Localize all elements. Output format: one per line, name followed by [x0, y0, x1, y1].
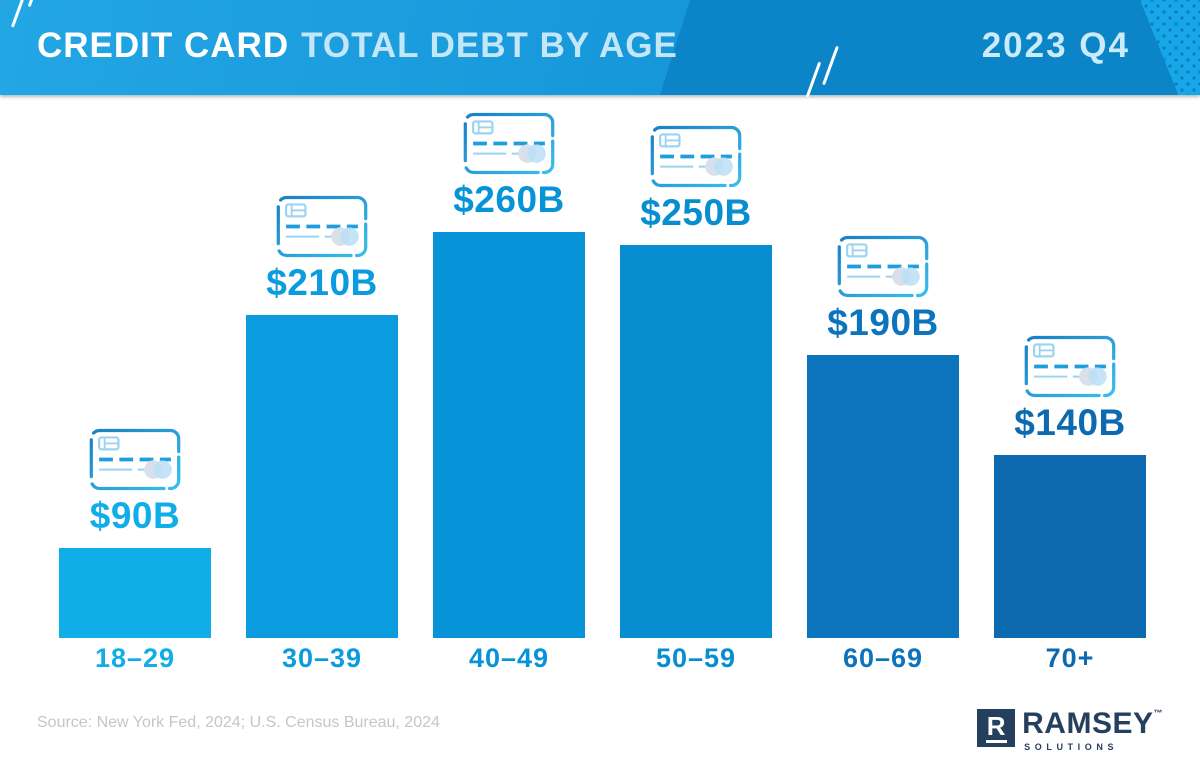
credit-card-icon: [1024, 335, 1116, 398]
logo-name-text: RAMSEY: [1022, 707, 1154, 740]
bar: [994, 455, 1146, 638]
value-label: $90B: [89, 495, 181, 536]
bar: [59, 548, 211, 638]
value-label: $260B: [453, 179, 565, 220]
period-label: 2023 Q4: [981, 26, 1130, 65]
header-diagonal-band: [660, 0, 1179, 95]
bar-column: $90B: [59, 428, 211, 638]
title-primary: CREDIT CARD: [37, 26, 290, 65]
ramsey-solutions-logo: R RAMSEY™ SOLUTIONS: [977, 709, 1163, 752]
credit-card-icon: [89, 428, 181, 491]
logo-name: RAMSEY™: [1022, 709, 1163, 739]
logo-letter: R: [985, 711, 1007, 743]
x-axis-label: 40–49: [468, 643, 550, 673]
bar-column: $140B: [994, 335, 1146, 638]
credit-card-icon: [837, 235, 929, 298]
credit-card-icon: [276, 195, 368, 258]
source-citation: Source: New York Fed, 2024; U.S. Census …: [37, 714, 440, 731]
slash-decoration: [27, 0, 36, 8]
credit-card-icon: [463, 112, 555, 175]
x-axis-label: 18–29: [94, 643, 176, 673]
value-label: $140B: [1014, 402, 1126, 443]
header-banner: CREDIT CARD TOTAL DEBT BY AGE 2023 Q4: [0, 0, 1200, 98]
bar-column: $260B: [433, 112, 585, 638]
logo-text: RAMSEY™ SOLUTIONS: [1022, 709, 1163, 753]
bar-column: $250B: [620, 125, 772, 638]
bar: [246, 315, 398, 638]
bar-column: $210B: [246, 195, 398, 638]
x-axis-label: 60–69: [842, 643, 924, 673]
value-label: $250B: [640, 192, 752, 233]
x-axis-label: 70+: [1045, 643, 1095, 673]
bar: [433, 232, 585, 638]
ramsey-logo-mark: R: [977, 709, 1016, 747]
bar: [807, 355, 959, 638]
x-axis-label: 30–39: [281, 643, 363, 673]
trademark-symbol: ™: [1153, 708, 1163, 718]
page-title: CREDIT CARD TOTAL DEBT BY AGE: [37, 26, 678, 66]
value-label: $190B: [827, 302, 939, 343]
x-axis-label: 50–59: [655, 643, 737, 673]
slash-decoration: [10, 0, 25, 28]
bar: [620, 245, 772, 638]
value-label: $210B: [266, 262, 378, 303]
bar-column: $190B: [807, 235, 959, 638]
title-secondary: TOTAL DEBT BY AGE: [301, 26, 678, 65]
credit-card-icon: [650, 125, 742, 188]
logo-subtitle: SOLUTIONS: [1024, 742, 1119, 752]
